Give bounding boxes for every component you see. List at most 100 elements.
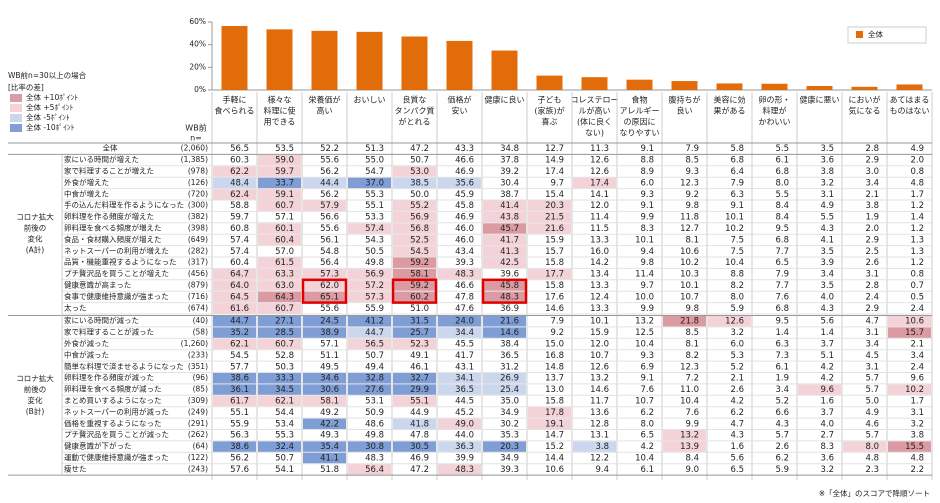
- cell-bg: [393, 280, 436, 291]
- cell-value: 45.8: [455, 201, 474, 211]
- cell-value: 1.3: [910, 247, 924, 257]
- cell-value: 34.9: [500, 408, 519, 418]
- cell-value: 57.9: [320, 201, 339, 211]
- cell-value: 4.7: [865, 317, 879, 327]
- row-label: 家にいる時間が増えた: [64, 154, 139, 164]
- cell-value: 62.4: [230, 190, 249, 200]
- cell-value: 17.4: [590, 178, 609, 188]
- cell-value: 14.1: [590, 190, 609, 200]
- cell-value: 20.3: [545, 201, 564, 211]
- column-header: ない): [585, 129, 604, 138]
- cell-value: 15.8: [545, 397, 564, 407]
- cell-bg: [258, 373, 301, 384]
- cell-value: 52.3: [410, 340, 429, 350]
- cell-value: 48.6: [365, 419, 384, 429]
- cell-bg: [483, 441, 526, 452]
- cell-value: 9.6: [820, 385, 834, 395]
- row-n: (85): [193, 385, 208, 394]
- cell-value: 9.1: [640, 144, 654, 154]
- cell-bg: [393, 395, 436, 407]
- cell-value: 12.6: [725, 317, 744, 327]
- column-header: 手軽に: [223, 95, 247, 105]
- cell-value: 57.2: [365, 281, 384, 291]
- cell-value: 12.5: [635, 328, 654, 338]
- cell-value: 6.5: [775, 258, 789, 268]
- group-label: 変化: [28, 395, 43, 405]
- cell-value: 14.7: [545, 431, 564, 441]
- cell-bg: [258, 177, 301, 189]
- cell-value: 10.1: [680, 281, 699, 291]
- cell-value: 0.8: [910, 167, 924, 177]
- cell-value: 9.3: [685, 167, 699, 177]
- cell-bg: [258, 291, 301, 303]
- cell-bg: [393, 211, 436, 223]
- cell-value: 9.7: [640, 281, 654, 291]
- cell-value: 6.9: [640, 362, 654, 372]
- row-n: (282): [188, 246, 208, 255]
- cell-value: 47.8: [455, 292, 474, 302]
- cell-bg: [303, 268, 346, 280]
- cell-value: 53.4: [275, 419, 294, 429]
- cell-value: 15.8: [545, 258, 564, 268]
- cell-bg: [843, 441, 886, 452]
- cell-value: 3.1: [820, 190, 834, 200]
- y-tick-label: 60%: [189, 17, 206, 26]
- cell-value: 7.7: [775, 281, 789, 291]
- row-label: 食品・食材購入頻度が増えた: [64, 234, 162, 244]
- cell-value: 14.6: [590, 385, 609, 395]
- cell-bg: [888, 384, 931, 395]
- cell-value: 55.6: [320, 304, 339, 314]
- cell-bg: [213, 189, 256, 200]
- cell-value: 36.1: [230, 385, 249, 395]
- cell-value: 2.9: [865, 304, 879, 314]
- cell-value: 3.1: [865, 328, 879, 338]
- row-n: (243): [188, 464, 208, 473]
- cell-value: 6.8: [730, 156, 744, 166]
- cell-value: 43.8: [500, 213, 519, 223]
- cell-value: 36.5: [455, 385, 474, 395]
- cell-bg: [528, 211, 571, 223]
- row-label: 健康意識が下がった: [64, 441, 132, 451]
- cell-bg: [303, 384, 346, 395]
- cell-value: 11.7: [590, 397, 609, 407]
- cell-value: 3.6: [820, 454, 834, 464]
- cell-value: 13.2: [590, 374, 609, 384]
- cell-value: 12.6: [590, 156, 609, 166]
- row-n: (309): [188, 396, 208, 405]
- bar: [851, 86, 878, 90]
- cell-value: 3.0: [865, 167, 879, 177]
- cell-value: 9.7: [550, 178, 564, 188]
- cell-value: 32.4: [275, 442, 294, 452]
- cell-value: 57.1: [320, 340, 339, 350]
- cell-value: 20.3: [500, 442, 519, 452]
- cell-value: 2.3: [865, 465, 879, 475]
- cell-value: 2.9: [865, 156, 879, 166]
- column-header: においが: [849, 95, 881, 105]
- cell-value: 7.2: [685, 374, 699, 384]
- cell-bg: [258, 189, 301, 200]
- legend-swatch: [856, 31, 863, 38]
- row-n: (40): [193, 316, 208, 325]
- cell-value: 2.2: [910, 465, 924, 475]
- cell-value: 6.4: [730, 167, 744, 177]
- cell-value: 2.4: [910, 362, 924, 372]
- cell-value: 5.6: [820, 317, 834, 327]
- cell-value: 3.1: [910, 408, 924, 418]
- cell-value: 3.7: [820, 408, 834, 418]
- cell-value: 41.7: [500, 235, 519, 245]
- cell-value: 57.1: [275, 213, 294, 223]
- cell-value: 50.3: [275, 362, 294, 372]
- cell-value: 1.3: [910, 235, 924, 245]
- cell-value: 13.3: [590, 281, 609, 291]
- cell-value: 13.1: [590, 431, 609, 441]
- row-label: 外食が減った: [64, 338, 109, 348]
- row-n: (126): [188, 178, 208, 187]
- column-header: 食物: [632, 95, 648, 105]
- row-n: (58): [193, 328, 208, 337]
- cell-value: 57.4: [365, 224, 384, 234]
- column-header: かわいい: [759, 118, 791, 127]
- cell-bg: [528, 200, 571, 211]
- column-header: 安い: [452, 106, 468, 116]
- column-header: 良質な: [403, 95, 427, 105]
- cell-value: 0.8: [910, 270, 924, 280]
